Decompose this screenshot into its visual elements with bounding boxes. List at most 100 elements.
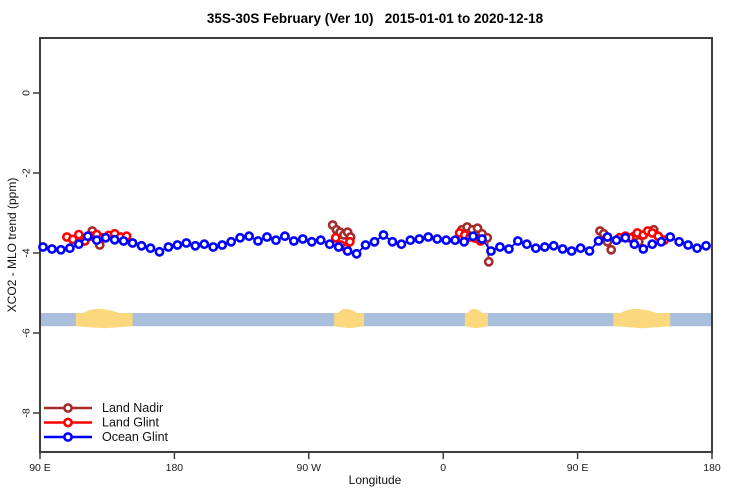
- data-point: [226, 236, 237, 247]
- y-tick-label: -2: [21, 168, 33, 177]
- data-point: [701, 240, 711, 251]
- data-point: [530, 243, 541, 254]
- data-point: [495, 242, 505, 252]
- data-point: [432, 234, 443, 244]
- data-point: [396, 239, 407, 250]
- y-axis-title: XCO2 - MLO trend (ppm): [5, 177, 19, 313]
- x-tick-label: 90 E: [567, 462, 589, 474]
- data-point: [271, 235, 281, 246]
- data-point: [64, 243, 75, 254]
- data-point: [288, 236, 299, 246]
- data-point: [521, 239, 532, 250]
- data-point: [217, 240, 228, 250]
- data-point: [172, 240, 183, 250]
- data-point: [575, 243, 586, 254]
- data-point: [342, 246, 353, 256]
- data-point: [145, 243, 156, 254]
- legend-label: Ocean Glint: [102, 430, 169, 444]
- map-band-ocean: [40, 313, 712, 327]
- data-point: [683, 240, 694, 250]
- map-band-land-south-america: [334, 308, 365, 329]
- data-point: [387, 236, 398, 247]
- data-point: [73, 229, 84, 240]
- data-point: [483, 256, 494, 267]
- legend-marker: [63, 432, 73, 442]
- data-point: [369, 236, 380, 247]
- data-point: [647, 239, 658, 250]
- y-tick-label: -4: [21, 248, 33, 257]
- data-point: [38, 242, 48, 252]
- y-tick-label: -6: [21, 328, 33, 337]
- data-point: [244, 231, 254, 242]
- data-point: [665, 232, 676, 242]
- data-point: [47, 244, 57, 254]
- data-point: [606, 244, 617, 255]
- data-point: [557, 244, 568, 254]
- legend-label: Land Glint: [102, 416, 160, 430]
- chart-title: 35S-30S February (Ver 10) 2015-01-01 to …: [206, 11, 544, 26]
- map-band-land-south-africa: [464, 308, 488, 329]
- data-point: [629, 239, 640, 250]
- map-band-land-australia: [75, 308, 133, 329]
- data-point: [73, 239, 84, 250]
- legend-marker: [63, 403, 73, 413]
- legend-label: Land Nadir: [102, 401, 163, 415]
- data-point: [548, 240, 559, 251]
- data-point: [656, 236, 667, 247]
- data-point: [344, 236, 355, 247]
- data-point: [208, 242, 219, 252]
- data-point: [441, 235, 452, 246]
- data-point: [297, 234, 308, 244]
- y-tick-label: 0: [21, 90, 33, 96]
- data-point: [324, 239, 335, 250]
- data-point: [638, 244, 649, 254]
- data-point: [512, 236, 523, 246]
- data-point: [477, 234, 487, 244]
- data-point: [423, 232, 434, 242]
- data-point: [109, 234, 120, 245]
- data-point: [674, 236, 685, 247]
- data-point: [306, 236, 317, 247]
- data-point: [584, 246, 595, 256]
- x-tick-label: 180: [703, 462, 721, 474]
- data-point: [136, 240, 147, 251]
- y-tick-label: -8: [21, 408, 33, 417]
- x-axis-title: Longitude: [348, 473, 402, 487]
- x-tick-label: 0: [440, 462, 446, 474]
- data-point: [199, 239, 210, 250]
- map-band-land-australia-repeat: [613, 308, 671, 329]
- data-point: [566, 246, 577, 256]
- data-point: [127, 238, 138, 248]
- data-point: [405, 235, 416, 246]
- data-point: [351, 248, 362, 259]
- data-point: [91, 235, 102, 246]
- data-point: [100, 232, 111, 243]
- x-tick-label: 90 E: [29, 462, 51, 474]
- data-point: [692, 243, 702, 254]
- data-point: [118, 236, 129, 246]
- data-point: [414, 234, 425, 244]
- data-point: [450, 235, 461, 246]
- data-point: [539, 242, 550, 252]
- data-point: [593, 236, 604, 246]
- data-point: [181, 238, 192, 248]
- data-point: [602, 232, 613, 242]
- data-point: [190, 240, 201, 251]
- x-tick-label: 90 W: [297, 462, 322, 474]
- series-ocean-glint: [38, 230, 711, 259]
- x-tick-label: 180: [166, 462, 184, 474]
- data-point: [154, 246, 165, 257]
- data-point: [468, 231, 478, 242]
- data-point: [163, 242, 174, 252]
- data-point: [262, 232, 272, 242]
- data-point: [330, 232, 341, 243]
- data-point: [486, 246, 496, 256]
- data-point: [620, 232, 631, 243]
- legend-marker: [63, 417, 73, 428]
- data-point: [315, 235, 326, 246]
- data-point: [82, 231, 93, 242]
- data-point: [378, 230, 389, 240]
